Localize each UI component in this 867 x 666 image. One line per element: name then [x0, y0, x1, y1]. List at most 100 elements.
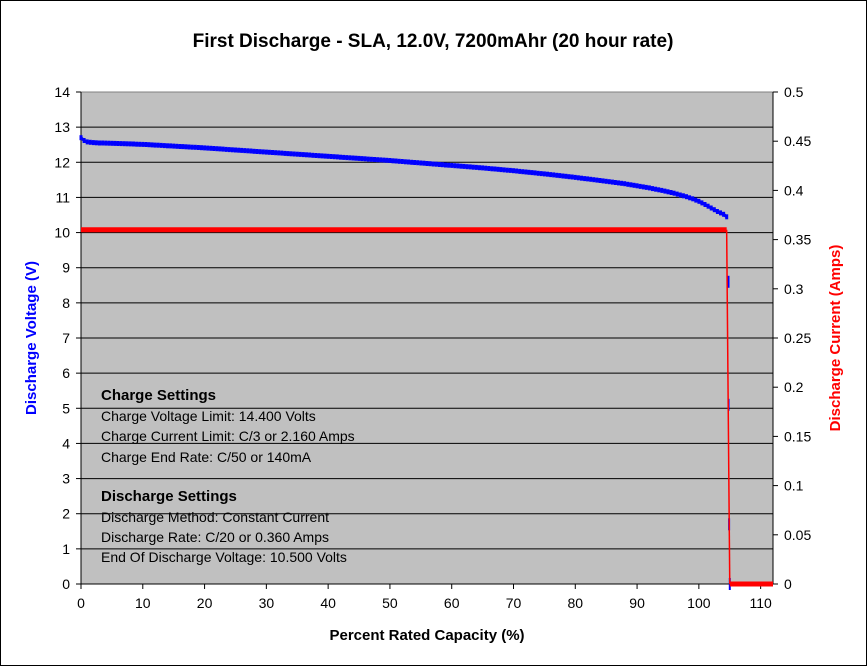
voltage-data-point	[234, 147, 237, 153]
voltage-data-point	[552, 172, 556, 178]
voltage-data-point	[428, 161, 432, 167]
voltage-data-point	[546, 171, 549, 177]
x-tick-label: 100	[687, 595, 711, 611]
voltage-data-point	[119, 141, 123, 147]
voltage-data-point	[277, 150, 281, 156]
voltage-data-point	[407, 159, 410, 165]
voltage-data-point	[298, 151, 302, 157]
voltage-data-point	[672, 190, 676, 196]
y-tick-label: 1	[62, 541, 70, 557]
voltage-data-point	[326, 153, 330, 159]
voltage-data-point	[150, 142, 154, 148]
voltage-data-point	[98, 140, 101, 146]
y-axis-right-label: Discharge Current (Amps)	[827, 245, 844, 432]
voltage-data-point	[400, 159, 404, 164]
voltage-data-point	[283, 150, 287, 156]
voltage-data-point	[379, 157, 383, 163]
voltage-data-point	[85, 139, 89, 145]
voltage-data-point	[440, 162, 444, 168]
y-tick-label: 0	[62, 576, 70, 592]
voltage-data-point	[335, 154, 339, 160]
voltage-data-point	[518, 168, 522, 174]
voltage-data-point	[230, 147, 234, 153]
voltage-data-point	[107, 140, 111, 146]
voltage-data-point	[215, 146, 219, 152]
voltage-data-point	[601, 178, 605, 184]
voltage-data-point	[697, 198, 701, 204]
voltage-data-point	[481, 165, 485, 171]
voltage-data-point	[212, 146, 216, 151]
voltage-data-point	[533, 170, 537, 176]
voltage-data-point	[694, 197, 698, 203]
y-tick-label: 9	[62, 260, 70, 276]
voltage-data-point	[700, 200, 704, 206]
voltage-data-point	[221, 146, 225, 152]
voltage-data-point	[252, 148, 256, 154]
voltage-data-point	[397, 158, 401, 164]
voltage-data-point	[88, 139, 92, 145]
voltage-data-point	[332, 154, 336, 160]
voltage-data-point	[113, 140, 117, 146]
voltage-data-point	[474, 164, 478, 170]
y-tick-label: 13	[54, 119, 70, 135]
voltage-data-point	[314, 153, 318, 158]
voltage-data-point	[468, 164, 472, 170]
x-tick-label: 20	[197, 595, 213, 611]
voltage-data-point	[527, 169, 531, 175]
voltage-data-point	[638, 183, 642, 189]
voltage-data-point	[502, 167, 506, 173]
discharge-setting-line: End Of Discharge Voltage: 10.500 Volts	[101, 549, 347, 565]
voltage-data-point	[138, 141, 142, 147]
voltage-data-point	[530, 170, 534, 176]
voltage-data-point	[450, 162, 454, 168]
voltage-data-point	[141, 141, 145, 147]
voltage-data-point	[456, 163, 460, 169]
voltage-data-point	[512, 168, 515, 174]
y2-tick-label: 0.05	[784, 527, 811, 543]
voltage-data-point	[200, 145, 203, 151]
voltage-data-point	[385, 157, 389, 163]
voltage-data-point	[175, 143, 179, 149]
voltage-data-point	[366, 156, 370, 162]
voltage-data-point	[558, 173, 562, 179]
voltage-data-point	[255, 149, 259, 154]
voltage-data-point	[691, 196, 695, 202]
voltage-data-point	[258, 149, 262, 155]
voltage-data-point	[583, 176, 587, 182]
voltage-data-point	[604, 178, 608, 184]
discharge-setting-line: Discharge Rate: C/20 or 0.360 Amps	[101, 529, 329, 545]
voltage-data-point	[329, 154, 333, 159]
y-tick-label: 11	[55, 189, 70, 205]
voltage-data-point	[144, 142, 148, 147]
voltage-data-point	[181, 144, 185, 150]
voltage-data-point	[169, 143, 173, 149]
y2-tick-label: 0.3	[784, 281, 804, 297]
voltage-data-point	[521, 169, 525, 175]
voltage-data-point	[357, 155, 361, 161]
voltage-data-point	[166, 143, 169, 149]
charge-settings-title: Charge Settings	[101, 387, 216, 404]
discharge-settings-title: Discharge Settings	[101, 488, 237, 505]
voltage-data-point	[153, 142, 157, 148]
voltage-data-point	[617, 180, 620, 186]
voltage-data-point	[462, 163, 466, 169]
voltage-data-point	[524, 169, 528, 175]
voltage-data-point	[453, 163, 457, 169]
voltage-data-point	[156, 142, 160, 148]
settings-annotation: Charge Settings Charge Voltage Limit: 14…	[101, 387, 355, 565]
voltage-data-point	[224, 146, 228, 152]
voltage-data-point	[598, 178, 602, 183]
voltage-data-point	[422, 160, 426, 166]
voltage-data-point	[416, 160, 420, 166]
voltage-data-point	[592, 177, 596, 183]
y-tick-label: 8	[62, 295, 70, 311]
y2-tick-label: 0.4	[784, 182, 804, 198]
voltage-data-point	[159, 142, 163, 148]
voltage-data-point	[536, 170, 540, 176]
x-tick-label: 70	[506, 595, 522, 611]
x-tick-label: 110	[749, 595, 772, 611]
voltage-data-point	[292, 151, 296, 157]
voltage-data-point	[620, 180, 624, 186]
y2-tick-label: 0.45	[784, 133, 811, 149]
